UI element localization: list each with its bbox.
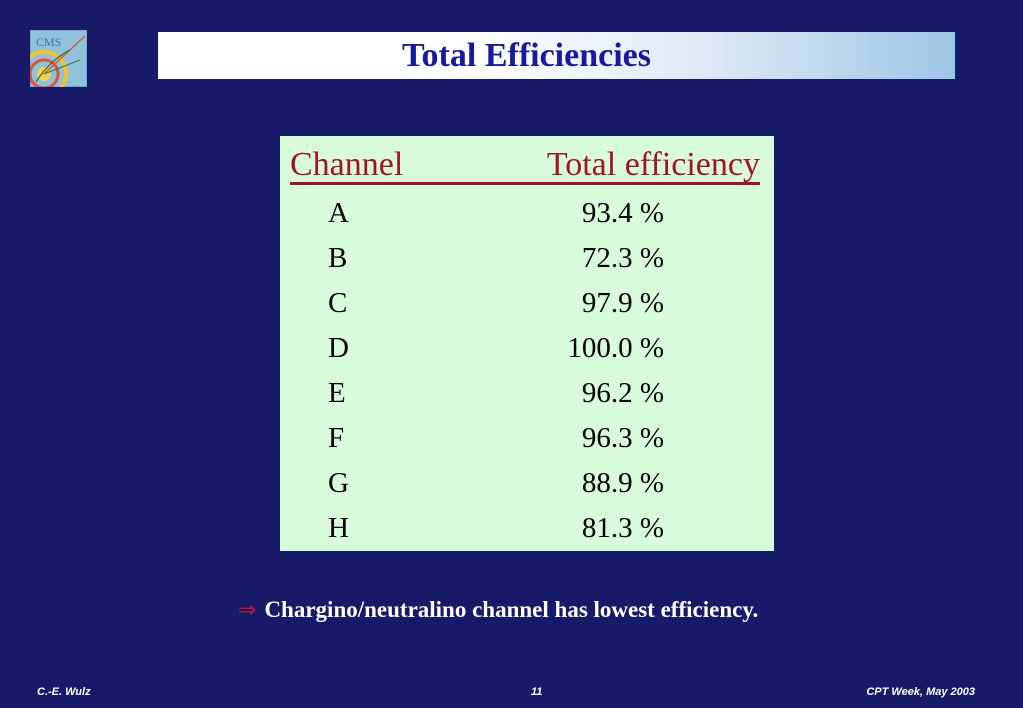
header-channel: Channel [290,146,404,183]
efficiency-cell: 96.3 % [581,422,664,454]
efficiency-cell: 72.3 % [581,242,664,274]
efficiency-cell: 100.0 % [567,332,664,364]
header-total-efficiency: Total efficiency [546,146,760,183]
footer-event: CPT Week, May 2003 [866,686,975,698]
efficiency-cell: 88.9 % [581,467,664,499]
logo-text: CMS [36,35,61,49]
slide-title: Total Efficiencies [402,36,651,74]
efficiency-cell: 97.9 % [581,287,664,319]
table-header: Channel Total efficiency [290,146,760,185]
table-row: D 100.0 % [280,332,774,376]
table-row: C 97.9 % [280,287,774,331]
cms-logo: CMS [20,29,88,98]
table-row: A 93.4 % [280,197,774,241]
efficiency-cell: 93.4 % [581,197,664,229]
title-bar: Total Efficiencies [158,32,955,79]
footer-page-number: 11 [531,686,543,698]
channel-cell: C [328,287,348,319]
efficiency-table: Channel Total efficiency A 93.4 % B 72.3… [280,136,774,551]
channel-cell: H [328,512,349,544]
channel-cell: G [328,467,349,499]
channel-cell: A [328,197,349,229]
channel-cell: B [328,242,348,274]
efficiency-cell: 81.3 % [581,512,664,544]
channel-cell: E [328,377,346,409]
implies-arrow-icon: ⇒ [238,597,257,623]
table-row: H 81.3 % [280,512,774,556]
table-row: F 96.3 % [280,422,774,466]
table-row: B 72.3 % [280,242,774,286]
footer-author: C.-E. Wulz [37,686,91,698]
conclusion-line: ⇒ Chargino/neutralino channel has lowest… [238,594,758,626]
table-row: G 88.9 % [280,467,774,511]
conclusion-text: Chargino/neutralino channel has lowest e… [264,597,759,622]
table-row: E 96.2 % [280,377,774,421]
channel-cell: D [328,332,349,364]
channel-cell: F [328,422,345,454]
efficiency-cell: 96.2 % [581,377,664,409]
